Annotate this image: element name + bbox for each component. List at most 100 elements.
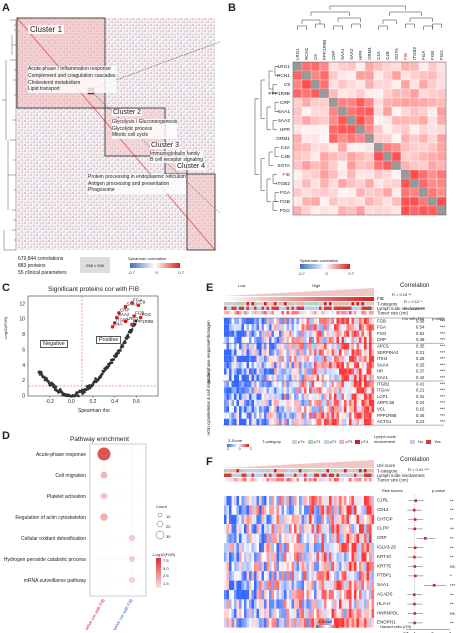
tcat-cell [306, 302, 309, 306]
ln-cell [246, 306, 249, 310]
heatmap-cell [256, 608, 260, 619]
heatmap-cell [276, 387, 280, 394]
heatmap-cell [310, 196, 321, 207]
heatmap-cell [256, 406, 260, 413]
x-tick: -0.2 [45, 399, 54, 405]
heatmap-cell [286, 324, 290, 331]
heatmap-cell [269, 387, 272, 394]
heatmap-cell [324, 514, 327, 525]
heatmap-cell [371, 412, 375, 419]
heatmap-cell [341, 349, 345, 356]
heatmap-col-label: FGA [421, 51, 426, 60]
heatmap-cell [236, 608, 240, 619]
ln-cell [311, 306, 314, 310]
heatmap-cell [256, 318, 260, 325]
heatmap-cell [364, 580, 367, 590]
heatmap-cell [249, 608, 252, 619]
tcat-cell [366, 302, 369, 306]
heatmap-cell [236, 571, 240, 581]
heatmap-cell [319, 343, 322, 350]
ln-cell [359, 473, 362, 477]
heatmap-cell [354, 608, 357, 619]
gene-label: VCL [377, 407, 386, 412]
tcat-cell [274, 469, 277, 473]
heatmap-cell [321, 393, 325, 400]
heatmap-cell [359, 374, 362, 381]
heatmap-cell [224, 374, 227, 381]
heatmap-cell [264, 374, 267, 381]
heatmap-cell [356, 571, 360, 581]
volcano-label: C9 [140, 300, 146, 305]
heatmap-cell [319, 79, 330, 90]
tumor-size-cell [224, 478, 227, 482]
heatmap-cell [239, 533, 242, 543]
volcano-point [52, 384, 56, 387]
cluster-1-label: Cluster 1 [28, 25, 65, 34]
heatmap-cell [296, 343, 300, 350]
ln-cell [334, 306, 337, 310]
tcat-cell [324, 302, 327, 306]
heatmap-cell [359, 336, 362, 344]
heatmap-cell [351, 349, 355, 356]
heatmap-cell [231, 618, 235, 628]
heatmap-cell [259, 368, 262, 375]
heatmap-cell [274, 412, 277, 419]
heatmap-cell [294, 571, 297, 581]
heatmap-cell [296, 412, 300, 419]
gene-label: SERPINA3 [377, 350, 399, 355]
heatmap-cell [304, 505, 307, 515]
heatmap-cell [349, 608, 352, 619]
p-value: *** [450, 583, 456, 588]
heatmap-cell [321, 524, 325, 534]
heatmap-cell [346, 318, 350, 325]
heatmap-cell [249, 496, 252, 506]
heatmap-cell [279, 580, 282, 590]
heatmap-cell [281, 362, 285, 369]
heatmap-cell [337, 124, 348, 135]
heatmap-cell [286, 406, 290, 413]
heatmap-cell [316, 393, 320, 400]
heatmap-cell [373, 151, 384, 162]
heatmap-cell [336, 349, 340, 356]
gene-group-label: Acute-phase response [206, 340, 211, 384]
heatmap-cell [294, 552, 297, 562]
tcat-cell [359, 302, 362, 306]
heatmap-cell [254, 399, 257, 407]
ln-cell [324, 473, 327, 477]
heatmap-cell [274, 514, 277, 525]
tumor-size-cell [264, 478, 267, 482]
heatmap-cell [346, 178, 357, 189]
heatmap-cell [292, 88, 303, 99]
ln-cell [259, 306, 262, 310]
heatmap-cell [361, 324, 365, 331]
heatmap-cell [226, 608, 230, 619]
cluster-2-term: Glycolytic process [112, 125, 153, 132]
heatmap-cell [366, 399, 370, 407]
heatmap-cell [249, 330, 252, 337]
legend-tick: -0.7 [298, 271, 305, 276]
heatmap-col-label: FIB [403, 53, 408, 60]
enrichment-dot [100, 471, 108, 479]
heatmap-cell [249, 618, 252, 628]
tcat-cell [339, 302, 342, 306]
heatmap-cell [400, 61, 411, 72]
heatmap-cell [251, 543, 255, 553]
heatmap-cell [261, 349, 265, 356]
heatmap-cell [341, 393, 345, 400]
volcano-point [126, 333, 130, 337]
heatmap-cell [364, 374, 367, 381]
heatmap-col-label: SAA2 [349, 48, 354, 60]
heatmap-cell [291, 496, 295, 506]
heatmap-cell [264, 580, 267, 590]
heatmap-cell [289, 543, 292, 553]
heatmap-cell [339, 343, 342, 350]
heatmap-cell [301, 618, 305, 628]
heatmap-cell [326, 387, 330, 394]
heatmap-cell [234, 343, 237, 350]
cluster-1-term: Acute-phase / Inflammation response [28, 66, 111, 72]
heatmap-cell [244, 543, 247, 553]
p-value: *** [440, 419, 445, 424]
heatmap-cell [269, 406, 272, 413]
heatmap-cell [249, 599, 252, 609]
panel-e-hdr-p: p-value [432, 316, 446, 321]
